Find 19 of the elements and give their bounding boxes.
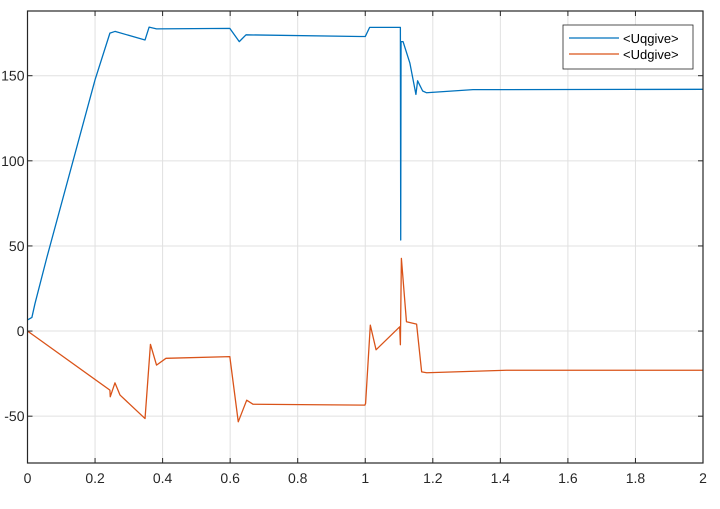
x-tick-label: 1 <box>361 470 370 486</box>
x-tick-label: 0.2 <box>85 470 105 486</box>
x-tick-label: 1.6 <box>558 470 578 486</box>
x-tick-label: 0.6 <box>220 470 240 486</box>
y-tick-label: -50 <box>4 408 25 424</box>
x-tick-label: 1.8 <box>626 470 646 486</box>
x-tick-label: 1.4 <box>490 470 510 486</box>
y-tick-label: 150 <box>1 68 25 84</box>
x-tick-label: 1.2 <box>423 470 443 486</box>
legend-label: <Uqgive> <box>623 31 679 46</box>
y-tick-label: 50 <box>8 238 25 254</box>
x-tick-label: 0.4 <box>152 470 173 486</box>
legend-label: <Udgive> <box>623 47 679 62</box>
x-tick-label: 0.8 <box>288 470 308 486</box>
y-tick-label: 100 <box>1 152 25 169</box>
line-series <box>26 26 704 321</box>
x-tick-label: 2 <box>699 470 708 486</box>
line-series <box>26 258 704 422</box>
y-tick-label: 0 <box>16 323 25 340</box>
